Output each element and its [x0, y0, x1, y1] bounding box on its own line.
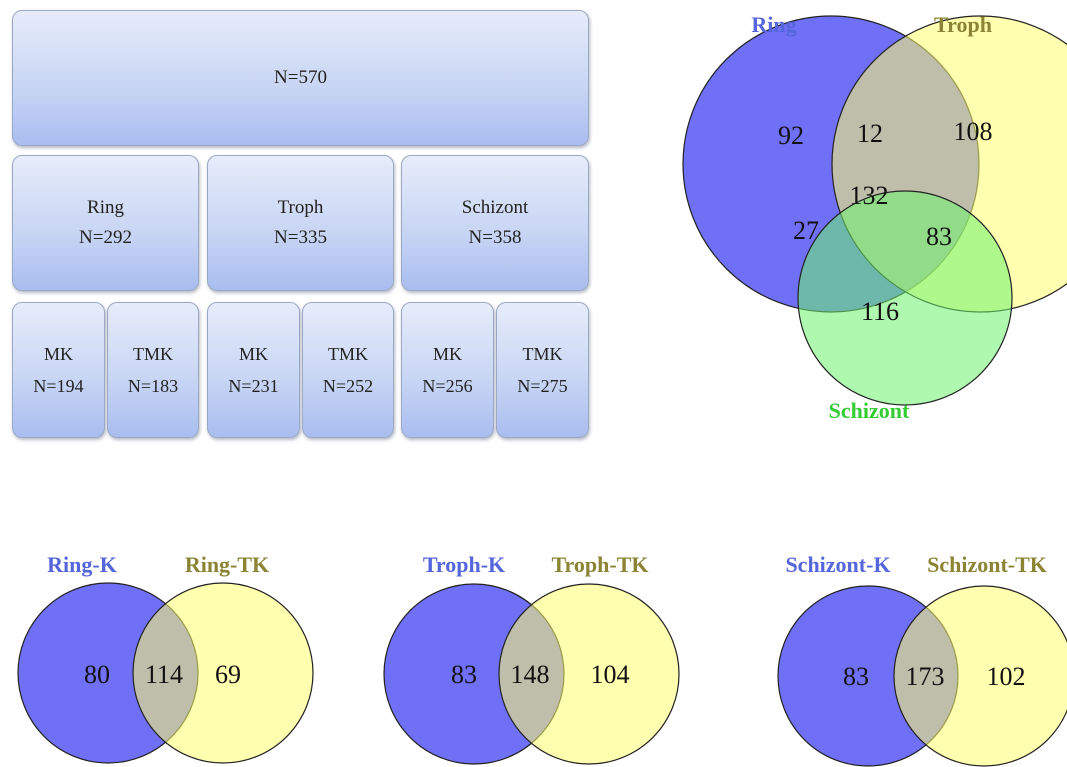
- venn2-schizont: Schizont-K Schizont-TK 83 173 102: [777, 552, 1067, 767]
- venn2-left-only: 80: [84, 660, 110, 689]
- venn2-left-label: Troph-K: [423, 552, 505, 577]
- venn2-troph: Troph-K Troph-TK 83 148 104: [383, 552, 680, 765]
- venn3-ring-schizont: 27: [793, 216, 819, 245]
- venn2-both: 173: [906, 662, 945, 691]
- subset-box-ring-tmk: TMK N=183: [107, 302, 199, 438]
- venn2-right-circle: [498, 583, 680, 765]
- stage-box-schizont: Schizont N=358: [401, 155, 589, 291]
- subset-name: TMK: [522, 344, 563, 364]
- venn2-left-only: 83: [451, 660, 477, 689]
- subset-name: MK: [238, 344, 268, 364]
- stage-count: N=358: [468, 227, 522, 248]
- venn2-both: 114: [145, 660, 183, 689]
- venn3-ring-troph: 12: [857, 119, 883, 148]
- stage-box-ring: Ring N=292: [12, 155, 199, 291]
- venn3-ring-only: 92: [778, 121, 804, 150]
- venn2-left-label: Schizont-K: [785, 552, 890, 577]
- subset-box-schizont-tmk: TMK N=275: [496, 302, 589, 438]
- stage-name: Schizont: [461, 197, 529, 218]
- venn3-ring-label: Ring: [751, 12, 796, 37]
- venn2-ring: Ring-K Ring-TK 80 114 69: [17, 552, 314, 764]
- venn2-right-label: Schizont-TK: [927, 552, 1047, 577]
- subset-name: TMK: [133, 344, 173, 364]
- venn3-schizont-circle: [797, 190, 1013, 406]
- venn3: Ring Troph Schizont 92 12 108 132 27 83 …: [682, 12, 1067, 423]
- venn2-right-only: 102: [987, 662, 1026, 691]
- venn3-troph-only: 108: [954, 117, 993, 146]
- subset-name: MK: [43, 344, 73, 364]
- total-count: N=570: [274, 67, 327, 88]
- venn2-left-label: Ring-K: [47, 552, 117, 577]
- subset-count: N=231: [228, 376, 279, 396]
- venn2-both: 148: [511, 660, 550, 689]
- venn3-schizont-only: 116: [861, 297, 899, 326]
- venn2-right-circle: [893, 585, 1067, 767]
- venn2-right-label: Ring-TK: [185, 552, 269, 577]
- subset-count: N=256: [422, 376, 473, 396]
- stage-count: N=335: [274, 227, 327, 248]
- venn3-troph-schizont: 83: [926, 222, 952, 251]
- subset-box-troph-mk: MK N=231: [207, 302, 300, 438]
- stage-count: N=292: [79, 227, 132, 248]
- subset-count: N=194: [33, 376, 84, 396]
- subset-count: N=183: [127, 376, 179, 396]
- venn3-all: 132: [850, 181, 889, 210]
- subset-count: N=275: [517, 376, 568, 396]
- venn2-left-only: 83: [843, 662, 869, 691]
- stage-name: Troph: [277, 197, 324, 218]
- venn3-troph-label: Troph: [934, 12, 992, 37]
- total-box: N=570: [12, 10, 589, 146]
- subset-name: MK: [432, 344, 462, 364]
- venn2-right-label: Troph-TK: [552, 552, 649, 577]
- subset-box-schizont-mk: MK N=256: [401, 302, 494, 438]
- subset-name: TMK: [328, 344, 368, 364]
- subset-box-troph-tmk: TMK N=252: [302, 302, 394, 438]
- subset-box-ring-mk: MK N=194: [12, 302, 105, 438]
- venn2-right-only: 104: [591, 660, 630, 689]
- stage-name: Ring: [87, 197, 124, 218]
- venn3-schizont-label: Schizont: [829, 398, 910, 423]
- stage-box-troph: Troph N=335: [207, 155, 394, 291]
- subset-count: N=252: [322, 376, 374, 396]
- venn2-right-circle: [132, 582, 314, 764]
- venn2-right-only: 69: [215, 660, 241, 689]
